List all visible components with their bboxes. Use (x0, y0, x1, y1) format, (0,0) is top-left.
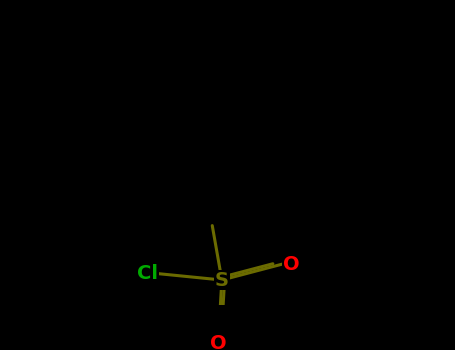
Text: Cl: Cl (137, 264, 158, 283)
Text: S: S (215, 271, 229, 289)
Text: O: O (210, 335, 227, 350)
Text: O: O (283, 254, 299, 273)
